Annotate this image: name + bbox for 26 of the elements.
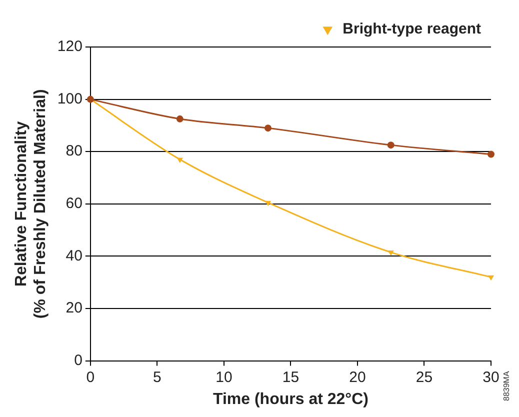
y-tick-label: 80 [66, 142, 82, 160]
y-tick-label: 60 [66, 195, 82, 212]
y-tick-label: 40 [66, 247, 82, 264]
y-tick-label: 120 [57, 38, 82, 56]
y-tick-label: 100 [57, 90, 82, 108]
y-axis-title: Relative Functionality (% of Freshly Diluted Material) [13, 89, 50, 319]
x-tick-label: 0 [86, 368, 95, 386]
legend-label: Bright-type reagent [342, 20, 482, 38]
x-tick-label: 15 [282, 368, 300, 386]
x-tick-label: 10 [216, 368, 232, 386]
x-axis-title: Time (hours at 22°C) [212, 390, 368, 408]
point [176, 158, 183, 163]
text: 8839MA [502, 370, 512, 401]
y-tick-label: 0 [74, 352, 82, 369]
x-tick-label: 5 [153, 368, 162, 386]
point [176, 115, 184, 122]
x-tick-label: 20 [349, 368, 366, 386]
point [388, 250, 394, 256]
point [488, 275, 494, 281]
point [264, 124, 272, 132]
x-tick-label: 30 [482, 368, 500, 386]
y-tick-label: 20 [66, 300, 82, 317]
point [488, 150, 494, 158]
point [387, 142, 394, 149]
x-tick-label: 25 [416, 368, 433, 386]
point [264, 200, 272, 206]
